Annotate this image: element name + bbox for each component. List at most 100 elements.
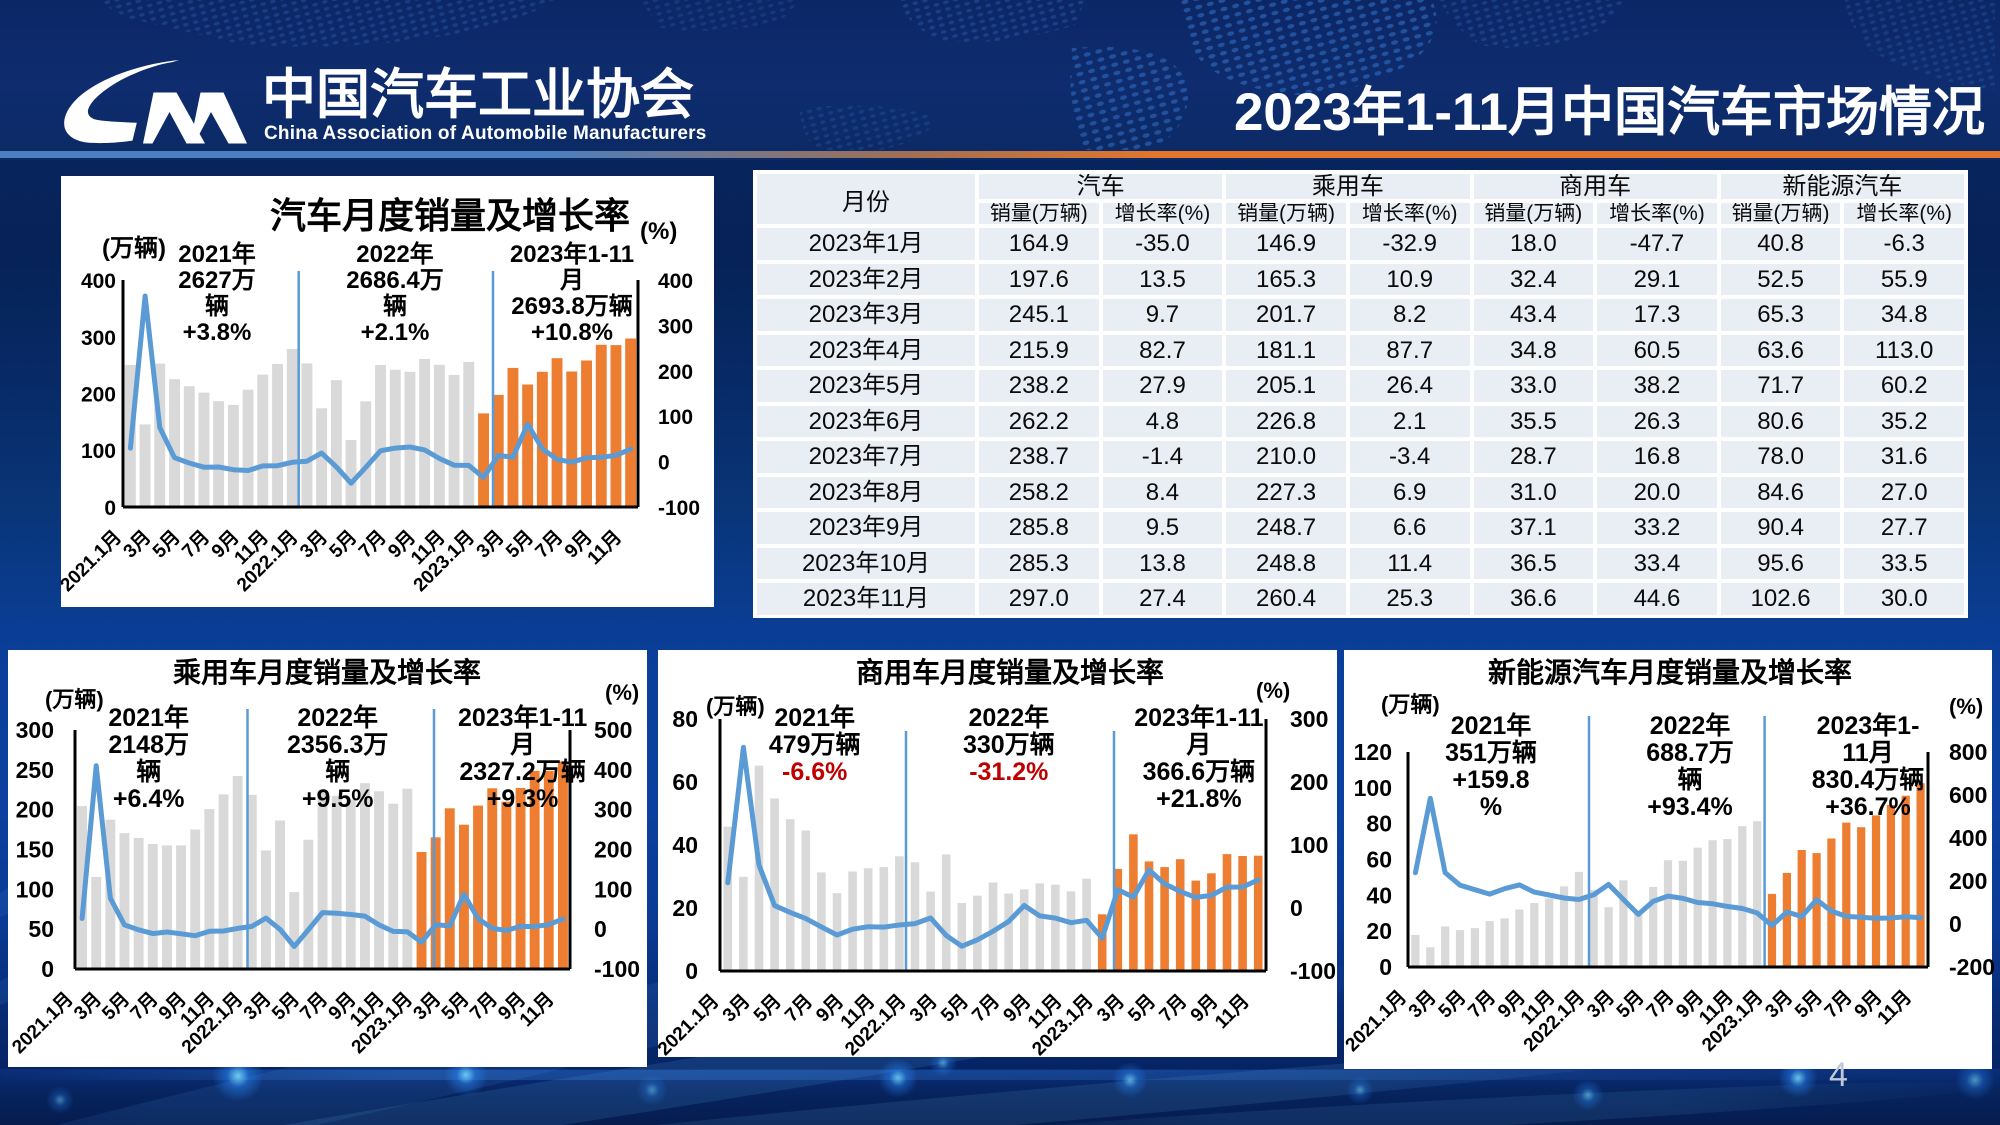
svg-text:200: 200 bbox=[81, 384, 116, 407]
svg-text:100: 100 bbox=[81, 440, 116, 463]
svg-text:辆: 辆 bbox=[325, 758, 350, 786]
svg-text:2023年1-11: 2023年1-11 bbox=[458, 703, 587, 732]
svg-text:辆: 辆 bbox=[205, 293, 229, 320]
svg-text:330万辆: 330万辆 bbox=[963, 731, 1055, 759]
svg-text:400: 400 bbox=[594, 757, 632, 783]
svg-text:300: 300 bbox=[594, 797, 632, 823]
svg-text:20: 20 bbox=[672, 895, 698, 921]
svg-text:0: 0 bbox=[1290, 895, 1303, 921]
svg-text:(%): (%) bbox=[640, 218, 677, 245]
svg-text:2327.2万辆: 2327.2万辆 bbox=[459, 758, 585, 786]
svg-text:120: 120 bbox=[1354, 739, 1392, 765]
svg-text:5月: 5月 bbox=[1791, 987, 1827, 1023]
svg-text:3月: 3月 bbox=[719, 991, 755, 1027]
svg-text:0: 0 bbox=[1379, 954, 1392, 980]
svg-text:20: 20 bbox=[1366, 918, 1392, 944]
svg-text:5月: 5月 bbox=[1124, 991, 1160, 1027]
svg-text:60: 60 bbox=[1366, 847, 1392, 873]
svg-text:商用车月度销量及增长率: 商用车月度销量及增长率 bbox=[856, 656, 1164, 688]
svg-text:50: 50 bbox=[28, 916, 54, 942]
svg-text:2023年1-: 2023年1- bbox=[1817, 711, 1920, 740]
svg-text:-31.2%: -31.2% bbox=[969, 758, 1048, 786]
svg-text:100: 100 bbox=[1354, 775, 1392, 801]
svg-text:5月: 5月 bbox=[326, 527, 362, 563]
svg-text:80: 80 bbox=[1366, 811, 1392, 837]
svg-text:-100: -100 bbox=[658, 497, 700, 520]
svg-text:0: 0 bbox=[658, 452, 670, 475]
svg-text:+9.3%: +9.3% bbox=[487, 785, 559, 813]
svg-text:月: 月 bbox=[559, 267, 584, 294]
svg-text:(%): (%) bbox=[1949, 694, 1983, 719]
svg-text:-100: -100 bbox=[1290, 958, 1336, 984]
svg-text:2021.1月: 2021.1月 bbox=[1342, 987, 1411, 1056]
svg-text:2686.4万: 2686.4万 bbox=[346, 267, 443, 294]
svg-text:7月: 7月 bbox=[355, 527, 391, 563]
svg-text:479万辆: 479万辆 bbox=[769, 731, 861, 759]
svg-text:3月: 3月 bbox=[120, 527, 156, 563]
svg-text:2021年: 2021年 bbox=[178, 240, 255, 268]
svg-text:汽车月度销量及增长率: 汽车月度销量及增长率 bbox=[270, 195, 630, 236]
svg-text:辆: 辆 bbox=[383, 293, 407, 320]
svg-text:0: 0 bbox=[41, 956, 54, 982]
svg-text:2023年1-11: 2023年1-11 bbox=[510, 240, 634, 268]
svg-text:2627万: 2627万 bbox=[178, 267, 255, 294]
svg-text:2022年: 2022年 bbox=[297, 703, 378, 732]
svg-text:600: 600 bbox=[1949, 782, 1987, 808]
svg-text:3月: 3月 bbox=[1583, 987, 1619, 1023]
svg-text:-100: -100 bbox=[594, 956, 640, 982]
svg-text:2148万: 2148万 bbox=[108, 731, 189, 759]
svg-text:2021.1月: 2021.1月 bbox=[8, 989, 77, 1058]
svg-text:-6.6%: -6.6% bbox=[782, 758, 847, 786]
svg-text:5月: 5月 bbox=[750, 991, 786, 1027]
svg-text:5月: 5月 bbox=[937, 991, 973, 1027]
svg-text:11月: 11月 bbox=[1842, 739, 1893, 767]
svg-text:11月: 11月 bbox=[584, 527, 626, 569]
svg-text:(万辆): (万辆) bbox=[706, 694, 765, 719]
svg-text:7月: 7月 bbox=[1643, 987, 1679, 1023]
svg-text:200: 200 bbox=[1949, 868, 1987, 894]
svg-text:(%): (%) bbox=[1256, 678, 1290, 703]
svg-text:250: 250 bbox=[16, 757, 54, 783]
svg-text:(万辆): (万辆) bbox=[1381, 692, 1440, 717]
svg-text:60: 60 bbox=[672, 769, 698, 795]
svg-text:40: 40 bbox=[1366, 882, 1392, 908]
svg-text:200: 200 bbox=[16, 797, 54, 823]
svg-text:7月: 7月 bbox=[1821, 987, 1857, 1023]
svg-text:(万辆): (万辆) bbox=[102, 235, 166, 262]
svg-text:5月: 5月 bbox=[1613, 987, 1649, 1023]
svg-text:2021年: 2021年 bbox=[1451, 711, 1532, 740]
svg-text:-200: -200 bbox=[1949, 954, 1995, 980]
svg-text:100: 100 bbox=[658, 406, 693, 429]
svg-text:%: % bbox=[1480, 793, 1502, 821]
svg-text:80: 80 bbox=[672, 706, 698, 732]
svg-text:3月: 3月 bbox=[473, 527, 509, 563]
svg-text:40: 40 bbox=[672, 832, 698, 858]
svg-text:150: 150 bbox=[16, 837, 54, 863]
svg-text:0: 0 bbox=[104, 497, 116, 520]
svg-text:+10.8%: +10.8% bbox=[531, 319, 613, 346]
svg-text:3月: 3月 bbox=[1761, 987, 1797, 1023]
svg-text:2021.1月: 2021.1月 bbox=[57, 527, 126, 596]
svg-text:(%): (%) bbox=[605, 680, 639, 705]
svg-text:200: 200 bbox=[1290, 769, 1328, 795]
svg-text:2021.1月: 2021.1月 bbox=[654, 991, 723, 1060]
svg-text:100: 100 bbox=[594, 876, 632, 902]
svg-text:+9.5%: +9.5% bbox=[302, 785, 374, 813]
svg-text:2022年: 2022年 bbox=[356, 240, 433, 268]
svg-text:400: 400 bbox=[658, 270, 693, 293]
svg-text:3月: 3月 bbox=[906, 991, 942, 1027]
svg-text:0: 0 bbox=[685, 958, 698, 984]
svg-text:200: 200 bbox=[658, 361, 693, 384]
svg-text:乘用车月度销量及增长率: 乘用车月度销量及增长率 bbox=[173, 656, 481, 688]
svg-text:2022年: 2022年 bbox=[968, 703, 1049, 732]
svg-text:+21.8%: +21.8% bbox=[1156, 785, 1242, 813]
svg-text:100: 100 bbox=[1290, 832, 1328, 858]
svg-text:7月: 7月 bbox=[781, 991, 817, 1027]
svg-text:3月: 3月 bbox=[296, 527, 332, 563]
svg-text:800: 800 bbox=[1949, 739, 1987, 765]
svg-text:7月: 7月 bbox=[1156, 991, 1192, 1027]
svg-text:5月: 5月 bbox=[149, 527, 185, 563]
svg-text:400: 400 bbox=[81, 270, 116, 293]
svg-text:+2.1%: +2.1% bbox=[361, 319, 430, 346]
svg-text:300: 300 bbox=[81, 327, 116, 350]
